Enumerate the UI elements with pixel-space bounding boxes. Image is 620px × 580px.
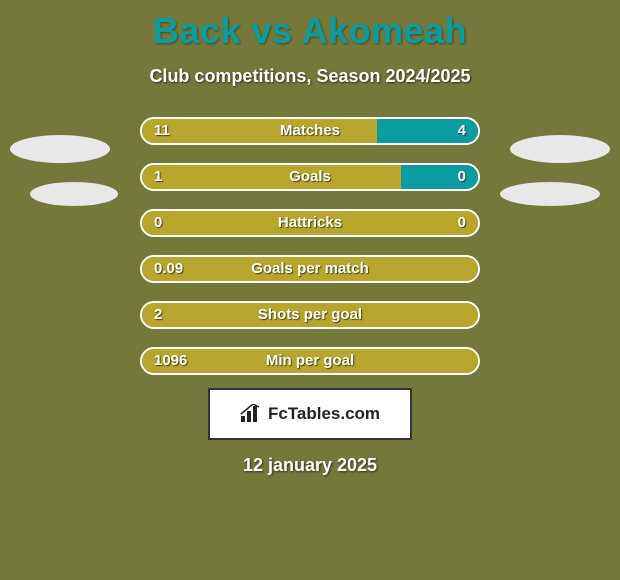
player-right-club-placeholder [500,182,600,206]
snapshot-date: 12 january 2025 [0,455,620,476]
player-left-avatar-placeholder [10,135,110,163]
stat-row: 11Matches4 [140,117,480,145]
comparison-chart: 11Matches41Goals00Hattricks00.09Goals pe… [0,117,620,417]
page-subtitle: Club competitions, Season 2024/2025 [0,66,620,87]
logo-text: FcTables.com [268,404,380,424]
stat-label: Hattricks [142,211,478,235]
stat-label: Goals [142,165,478,189]
stat-rows: 11Matches41Goals00Hattricks00.09Goals pe… [140,117,480,393]
stat-value-right: 0 [458,165,466,189]
stat-row: 0Hattricks0 [140,209,480,237]
player-left-club-placeholder [30,182,118,206]
stat-row: 2Shots per goal [140,301,480,329]
stat-row: 1096Min per goal [140,347,480,375]
stat-label: Min per goal [142,349,478,373]
stat-row: 0.09Goals per match [140,255,480,283]
bar-chart-icon [240,404,262,424]
fctables-logo: FcTables.com [208,388,412,440]
stat-label: Goals per match [142,257,478,281]
stat-row: 1Goals0 [140,163,480,191]
stat-value-right: 0 [458,211,466,235]
stat-value-right: 4 [458,119,466,143]
stat-label: Shots per goal [142,303,478,327]
player-right-avatar-placeholder [510,135,610,163]
stat-label: Matches [142,119,478,143]
page-title: Back vs Akomeah [0,0,620,52]
